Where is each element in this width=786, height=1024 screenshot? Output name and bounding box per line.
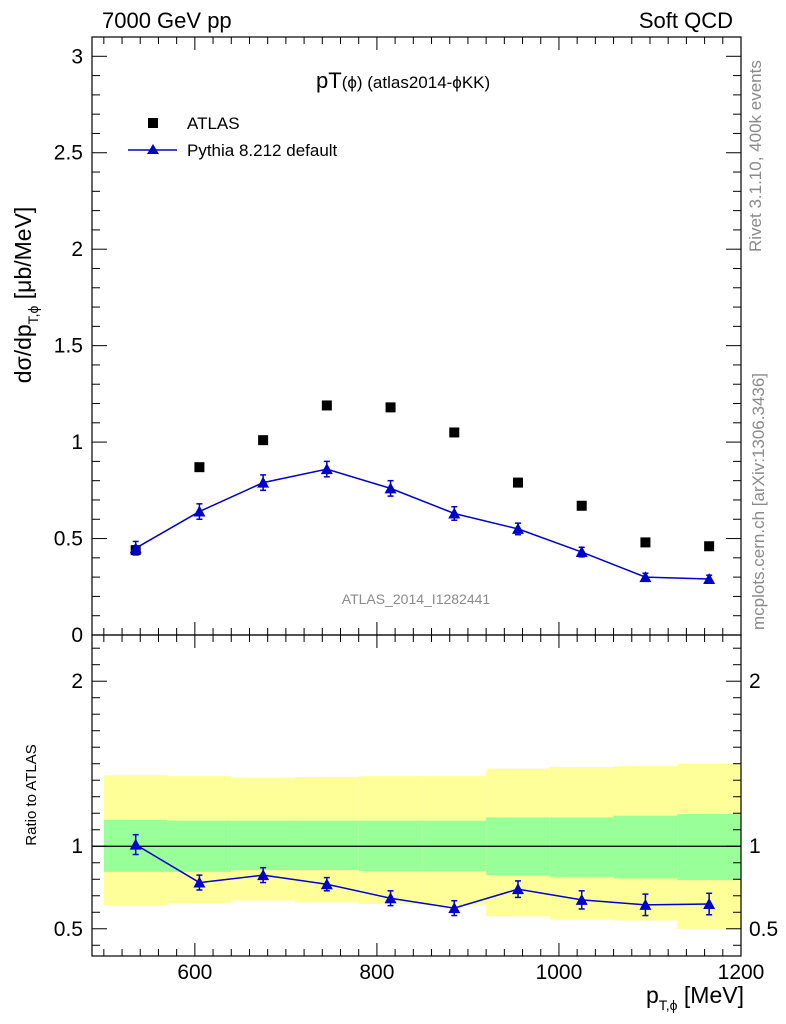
main-plot bbox=[129, 400, 716, 585]
header-left: 7000 GeV pp bbox=[102, 8, 232, 33]
atlas-data-point bbox=[512, 477, 523, 488]
main-y-tick-label: 2 bbox=[71, 238, 83, 261]
ratio-y-tick-label-left: 0.5 bbox=[54, 918, 83, 941]
legend-mc-marker bbox=[147, 144, 159, 154]
ratio-y-tick-label-left: 2 bbox=[71, 670, 83, 693]
atlas-data-point bbox=[449, 427, 460, 438]
mc-ratio-point bbox=[193, 876, 206, 888]
plot-title-main: pT bbox=[316, 68, 342, 93]
mc-ratio-point bbox=[384, 892, 397, 904]
mcplots-label: mcplots.cern.ch [arXiv:1306.3436] bbox=[749, 373, 768, 630]
atlas-data-point bbox=[258, 435, 269, 446]
atlas-data-point bbox=[704, 541, 715, 552]
atlas-data-point bbox=[385, 402, 396, 413]
plot-title-rest: (atlas2014-ϕKK) bbox=[363, 73, 491, 92]
mc-main-point bbox=[703, 573, 716, 585]
main-y-tick-label: 0.5 bbox=[54, 528, 83, 551]
mc-main-line bbox=[135, 468, 710, 580]
ratio-band-inner bbox=[549, 817, 614, 877]
mc-ratio-point bbox=[320, 878, 333, 890]
atlas-data-point bbox=[194, 462, 205, 473]
mc-main-point bbox=[511, 522, 524, 534]
legend-atlas-marker bbox=[148, 118, 158, 128]
ratio-y-tick-label-left: 1 bbox=[71, 835, 83, 858]
watermark: ATLAS_2014_I1282441 bbox=[342, 591, 491, 607]
main-y-tick-label: 1 bbox=[71, 431, 83, 454]
header-right: Soft QCD bbox=[639, 8, 733, 33]
atlas-data-point bbox=[640, 537, 651, 548]
mc-ratio-point bbox=[703, 898, 716, 910]
main-y-tick-label: 3 bbox=[71, 45, 83, 68]
mc-main-point bbox=[129, 542, 142, 554]
mc-main-point bbox=[639, 571, 652, 583]
ratio-band-inner bbox=[613, 815, 678, 879]
x-tick-label: 1200 bbox=[718, 961, 765, 984]
ratio-band-inner bbox=[294, 820, 359, 871]
x-tick-label: 600 bbox=[177, 961, 212, 984]
atlas-data-point bbox=[576, 500, 587, 511]
mc-ratio-point bbox=[511, 883, 524, 895]
main-y-tick-label: 0 bbox=[71, 624, 83, 647]
mc-ratio-point bbox=[639, 898, 652, 910]
main-y-label: dσ/dpT,ϕ [μb/MeV] bbox=[10, 207, 41, 384]
x-axis-label-unit: [MeV] bbox=[678, 982, 744, 1008]
ratio-band-inner bbox=[231, 820, 295, 871]
ratio-y-tick-label-right: 2 bbox=[749, 670, 761, 693]
ratio-y-label: Ratio to ATLAS bbox=[23, 744, 40, 845]
mc-main-point bbox=[320, 463, 333, 475]
main-y-tick-label: 2.5 bbox=[54, 142, 83, 165]
legend-mc-label: Pythia 8.212 default bbox=[187, 141, 338, 160]
ratio-frame bbox=[91, 634, 742, 957]
mc-main-point bbox=[384, 482, 397, 494]
mc-main-point bbox=[193, 505, 206, 517]
legend-atlas-label: ATLAS bbox=[187, 114, 240, 133]
main-y-label-sub: T,ϕ bbox=[25, 305, 41, 324]
plot-title: pT(ϕ) (atlas2014-ϕKK) bbox=[316, 68, 490, 93]
plot-title-paren: (ϕ) bbox=[342, 73, 363, 92]
mc-ratio-line bbox=[135, 843, 710, 909]
x-tick-label: 1000 bbox=[536, 961, 583, 984]
mc-ratio-point bbox=[575, 893, 588, 905]
legend: ATLAS Pythia 8.212 default bbox=[128, 114, 338, 160]
mc-ratio-point bbox=[257, 869, 270, 881]
main-y-label-unit: [μb/MeV] bbox=[10, 207, 36, 306]
ratio-band-inner bbox=[677, 814, 741, 881]
mc-main-point bbox=[257, 476, 270, 488]
main-y-tick-label: 1.5 bbox=[54, 335, 83, 358]
mc-ratio-point bbox=[448, 902, 461, 914]
main-y-label-main: dσ/dp bbox=[10, 324, 36, 383]
ratio-y-tick-label-right: 0.5 bbox=[749, 918, 778, 941]
mc-ratio-point bbox=[129, 838, 142, 850]
rivet-label: Rivet 3.1.10, 400k events bbox=[746, 60, 765, 252]
ratio-y-tick-label-right: 1 bbox=[749, 835, 761, 858]
x-tick-label: 800 bbox=[359, 961, 394, 984]
mc-main-point bbox=[575, 546, 588, 558]
ratio-plot bbox=[92, 763, 741, 929]
x-axis-label: pT,ϕ [MeV] bbox=[646, 982, 744, 1013]
x-axis-label-main: p bbox=[646, 982, 659, 1008]
mc-main-point bbox=[448, 507, 461, 519]
frames: 600 800 1000 1200 0 0.5 1 1.5 2 2.5 3 0.5 0.5 1 1 2 2 bbox=[54, 36, 778, 984]
x-axis-label-sub: T,ϕ bbox=[659, 997, 678, 1013]
atlas-data-point bbox=[321, 400, 332, 411]
